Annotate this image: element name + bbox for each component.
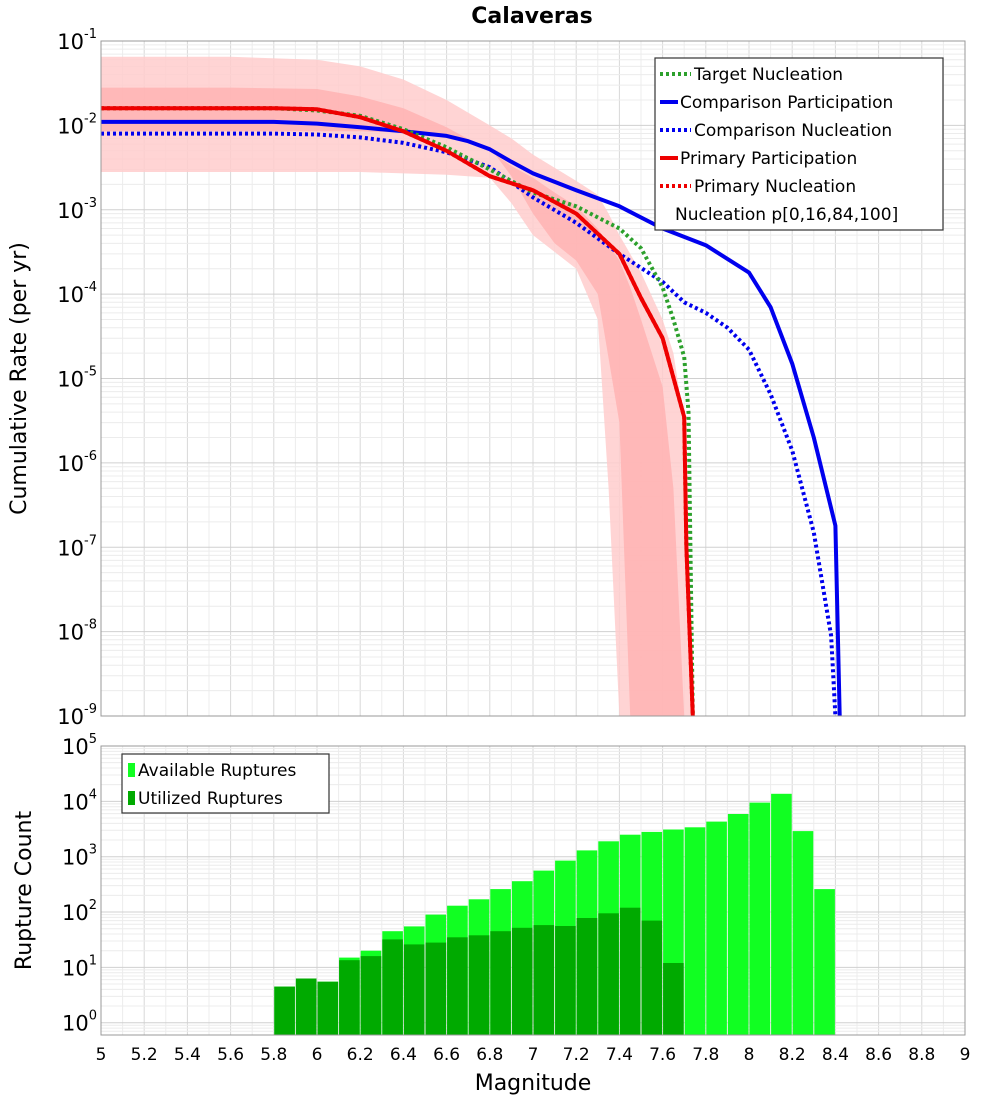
- y-tick-label: 10-4: [57, 280, 97, 307]
- y-tick-label: 102: [62, 898, 97, 925]
- y-tick-label: 105: [62, 732, 97, 759]
- series-line-primary-participation: [101, 106, 695, 717]
- legend-label: Utilized Ruptures: [138, 789, 283, 809]
- top-series-lines: [101, 106, 842, 717]
- legend-swatch: [128, 763, 135, 777]
- x-tick-label: 7.8: [692, 1045, 719, 1065]
- bar-available-ruptures: [814, 889, 835, 1035]
- series-line-comparison-participation: [101, 119, 842, 717]
- legend-label: Comparison Nucleation: [694, 121, 892, 141]
- x-tick-label: 8.4: [822, 1045, 849, 1065]
- legend-box: [121, 753, 330, 814]
- legend-label: Target Nucleation: [693, 65, 843, 85]
- x-tick-label: 6: [312, 1045, 323, 1065]
- bar-available-ruptures: [792, 831, 814, 1035]
- series-line-comparison-nucleation: [101, 131, 838, 717]
- legend-label: Available Ruptures: [138, 761, 296, 781]
- y-tick-label: 10-6: [57, 449, 97, 476]
- bar-utilized-ruptures: [295, 978, 317, 1035]
- x-tick-label: 5.2: [131, 1045, 158, 1065]
- bar-utilized-ruptures: [511, 927, 533, 1035]
- x-tick-label: 6.4: [390, 1045, 417, 1065]
- bar-available-ruptures: [749, 802, 771, 1035]
- legend-label: Primary Nucleation: [694, 177, 856, 197]
- y-tick-label: 10-9: [57, 702, 97, 729]
- bar-utilized-ruptures: [274, 986, 295, 1035]
- x-tick-label: 5.6: [217, 1045, 244, 1065]
- bar-utilized-ruptures: [425, 942, 447, 1035]
- bar-utilized-ruptures: [663, 963, 684, 1035]
- y-tick-label: 10-5: [57, 365, 97, 392]
- x-tick-label: 7.6: [649, 1045, 676, 1065]
- chart-title: Calaveras: [471, 4, 592, 29]
- legend-label: Comparison Participation: [680, 93, 893, 113]
- x-tick-label: 8.8: [908, 1045, 935, 1065]
- x-axis-label: Magnitude: [475, 1071, 592, 1096]
- top-y-tick-labels: 10-9 10-8 10-7 10-6 10-5 10-4 10-3 10-2 10-1: [57, 27, 97, 729]
- y-tick-label: 103: [62, 843, 97, 870]
- x-tick-label: 8.2: [779, 1045, 806, 1065]
- bottom-y-tick-labels: 100 101 102 103 104 105: [62, 732, 97, 1036]
- bar-utilized-ruptures: [339, 960, 360, 1035]
- top-percentile-bands: [101, 56, 693, 717]
- legend-box: [654, 57, 944, 231]
- bar-available-ruptures: [727, 814, 749, 1035]
- y-tick-label: 10-8: [57, 618, 97, 645]
- x-tick-label: 7.4: [606, 1045, 633, 1065]
- band-nucleation-p-16-84-: [101, 87, 689, 717]
- bottom-y-axis-label: Rupture Count: [12, 811, 37, 971]
- top-legend: Target Nucleation Comparison Participatio…: [654, 57, 944, 231]
- x-tick-label: 5.4: [174, 1045, 201, 1065]
- x-tick-labels: 5 5.2 5.4 5.6 5.8 6 6.2 6.4 6.6 6.8 7 7.2 7.4 7.6 7.8 8…: [96, 1045, 971, 1065]
- bottom-legend: Available Ruptures Utilized Ruptures: [121, 753, 330, 814]
- y-tick-label: 101: [62, 953, 97, 980]
- bar-utilized-ruptures: [468, 935, 490, 1035]
- bar-available-ruptures: [706, 821, 727, 1035]
- y-tick-label: 10-3: [57, 196, 97, 223]
- legend-swatch: [128, 791, 135, 805]
- x-tick-label: 7: [528, 1045, 539, 1065]
- bar-utilized-ruptures: [555, 926, 576, 1035]
- y-tick-label: 104: [62, 787, 97, 814]
- x-tick-label: 9: [960, 1045, 971, 1065]
- x-tick-label: 7.2: [563, 1045, 590, 1065]
- bar-utilized-ruptures: [490, 931, 511, 1035]
- bar-available-ruptures: [771, 793, 792, 1035]
- x-tick-label: 8.6: [865, 1045, 892, 1065]
- bar-utilized-ruptures: [403, 944, 425, 1035]
- bottom-plot-frame: [100, 745, 966, 1036]
- x-tick-label: 6.2: [347, 1045, 374, 1065]
- y-tick-label: 100: [62, 1009, 97, 1036]
- legend-label: Primary Participation: [680, 149, 857, 169]
- y-tick-label: 10-7: [57, 533, 97, 560]
- bar-utilized-ruptures: [576, 918, 598, 1035]
- bar-utilized-ruptures: [382, 939, 403, 1035]
- x-tick-label: 6.8: [476, 1045, 503, 1065]
- top-plot-frame: [100, 40, 966, 717]
- bar-utilized-ruptures: [641, 920, 663, 1035]
- bar-utilized-ruptures: [533, 925, 555, 1035]
- bar-available-ruptures: [684, 827, 706, 1035]
- bar-utilized-ruptures: [619, 907, 641, 1035]
- bar-utilized-ruptures: [360, 956, 382, 1035]
- y-tick-label: 10-1: [57, 27, 97, 54]
- x-tick-label: 8: [744, 1045, 755, 1065]
- x-tick-label: 5.8: [260, 1045, 287, 1065]
- bottom-bars: [274, 793, 835, 1035]
- legend-label: Nucleation p[0,16,84,100]: [675, 205, 898, 225]
- x-tick-label: 5: [96, 1045, 107, 1065]
- bar-utilized-ruptures: [317, 981, 339, 1035]
- y-tick-label: 10-2: [57, 111, 97, 138]
- top-y-axis-label: Cumulative Rate (per yr): [7, 242, 32, 515]
- x-tick-label: 6.6: [433, 1045, 460, 1065]
- bar-utilized-ruptures: [598, 913, 619, 1035]
- bar-utilized-ruptures: [447, 937, 468, 1035]
